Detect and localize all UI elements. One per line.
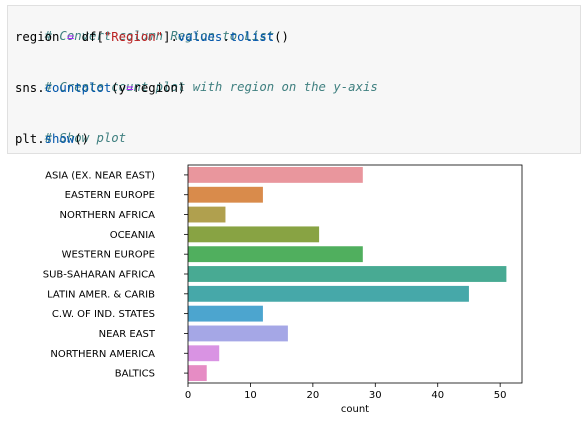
- code-token: (): [74, 132, 90, 146]
- code-function: show: [44, 132, 75, 146]
- code-comment: # Convert column Region to List: [44, 29, 275, 43]
- bar: [188, 206, 226, 223]
- y-tick-label: BALTICS: [115, 369, 155, 380]
- y-tick-label: NORTHERN AFRICA: [60, 210, 156, 221]
- code-line-4: # Create count plot with region on the y…: [15, 63, 378, 111]
- code-token: region: [15, 30, 60, 44]
- code-token: sns.: [15, 81, 45, 95]
- y-tick-label: WESTERN EUROPE: [62, 250, 155, 261]
- y-tick-label: NEAR EAST: [99, 329, 156, 340]
- code-string: "Region": [103, 30, 164, 44]
- code-function: countplot: [44, 81, 112, 95]
- x-tick-label: 50: [494, 390, 507, 401]
- y-tick-label: NORTHERN AMERICA: [50, 349, 155, 360]
- code-line-8: plt.show(): [15, 131, 89, 147]
- code-token: (): [274, 30, 289, 44]
- code-line-7: # Show plot: [15, 114, 126, 162]
- code-token: region): [133, 81, 186, 95]
- code-token: ].: [163, 30, 178, 44]
- code-token: df[: [81, 30, 104, 44]
- y-tick-label: LATIN AMER. & CARIB: [47, 289, 155, 300]
- bar: [188, 305, 263, 322]
- y-tick-label: ASIA (EX. NEAR EAST): [45, 170, 155, 181]
- bar: [188, 166, 363, 183]
- x-tick-label: 10: [244, 390, 257, 401]
- bar: [188, 345, 220, 362]
- code-token: (y: [111, 81, 127, 95]
- x-axis-label: count: [341, 404, 369, 415]
- code-line-2: region = df["Region"].values.tolist(): [15, 29, 289, 45]
- code-line-1: # Convert column Region to List: [15, 12, 275, 60]
- code-comment: # Show plot: [44, 131, 127, 145]
- x-tick-label: 20: [306, 390, 319, 401]
- bar: [188, 186, 263, 203]
- code-comment: # Create count plot with region on the y…: [44, 80, 378, 94]
- code-cell[interactable]: # Convert column Region to List region =…: [7, 5, 581, 154]
- bar: [188, 226, 320, 243]
- code-line-5: sns.countplot(y=region): [15, 80, 185, 96]
- code-token: .: [222, 30, 230, 44]
- code-operator: =: [66, 30, 75, 44]
- bar: [188, 246, 363, 263]
- count-plot: ASIA (EX. NEAR EAST) EASTERN EUROPE NORTHE…: [43, 164, 523, 415]
- bar: [188, 325, 288, 342]
- code-attribute: tolist: [229, 30, 275, 44]
- code-operator: =: [126, 81, 134, 95]
- bar: [188, 266, 507, 282]
- x-tick-label: 40: [431, 390, 444, 401]
- x-tick-label: 0: [185, 390, 191, 401]
- y-tick-label: EASTERN EUROPE: [65, 190, 155, 201]
- code-attribute: values: [177, 30, 223, 44]
- y-tick-label: SUB-SAHARAN AFRICA: [43, 270, 155, 281]
- code-token: plt.: [15, 132, 45, 146]
- y-tick-label: C.W. OF IND. STATES: [52, 309, 155, 320]
- bar: [188, 365, 207, 382]
- y-tick-label: OCEANIA: [110, 230, 155, 241]
- x-tick-label: 30: [369, 390, 382, 401]
- plot-frame: [187, 164, 523, 384]
- bar: [188, 285, 469, 302]
